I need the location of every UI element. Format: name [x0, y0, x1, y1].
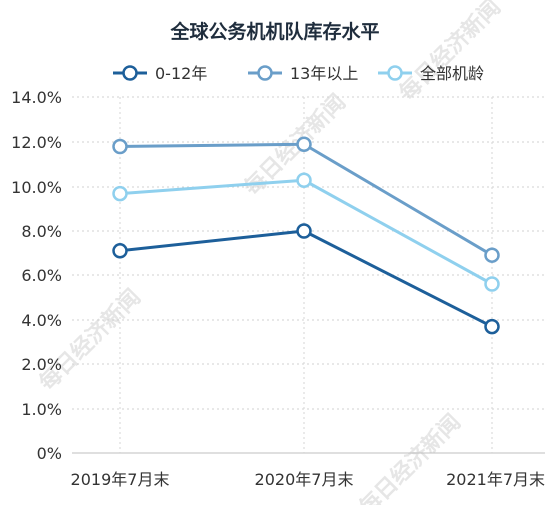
- watermark-text: 每日经济新闻: [354, 409, 466, 505]
- data-point: [296, 223, 312, 239]
- data-point: [484, 318, 500, 335]
- y-tick-label: 12.0%: [11, 133, 62, 152]
- data-point: [112, 243, 128, 259]
- chart-title: 全球公务机机队库存水平: [169, 20, 379, 43]
- series-line: [119, 229, 493, 328]
- data-point: [112, 138, 128, 155]
- y-axis-tick-labels: 0% 1.0% 2.0% 4.0% 6.0% 8.0% 10.0% 12.0% 14.0%: [11, 88, 62, 463]
- legend-swatch-marker: [122, 65, 138, 81]
- legend-swatch-marker: [387, 65, 403, 81]
- data-point: [296, 172, 312, 188]
- y-tick-label: 10.0%: [11, 178, 62, 197]
- legend-label: 全部机龄: [420, 64, 484, 83]
- y-tick-label: 0%: [37, 444, 62, 463]
- x-tick-label: 2020年7月末: [255, 470, 354, 489]
- watermark-text: 每日经济新闻: [394, 0, 506, 106]
- y-tick-label: 8.0%: [21, 222, 62, 241]
- series-points: [112, 136, 500, 335]
- series-line: [119, 142, 493, 257]
- y-tick-label: 4.0%: [21, 311, 62, 330]
- y-tick-label: 1.0%: [21, 400, 62, 419]
- legend-label: 13年以上: [290, 64, 358, 83]
- x-tick-label: 2019年7月末: [71, 470, 170, 489]
- legend-label: 0-12年: [155, 64, 207, 83]
- legend-swatch-marker: [257, 65, 273, 81]
- data-point: [484, 247, 500, 263]
- y-tick-label: 6.0%: [21, 266, 62, 285]
- data-point: [112, 185, 128, 202]
- watermark-text: 每日经济新闻: [34, 284, 146, 396]
- data-point: [484, 276, 500, 292]
- x-axis-tick-labels: 2019年7月末 2020年7月末 2021年7月末: [71, 470, 545, 489]
- data-point: [296, 136, 312, 152]
- y-tick-label: 14.0%: [11, 88, 62, 107]
- y-tick-label: 2.0%: [21, 355, 62, 374]
- legend: 0-12年 13年以上 全部机龄: [113, 64, 484, 83]
- x-tick-label: 2021年7月末: [446, 470, 545, 489]
